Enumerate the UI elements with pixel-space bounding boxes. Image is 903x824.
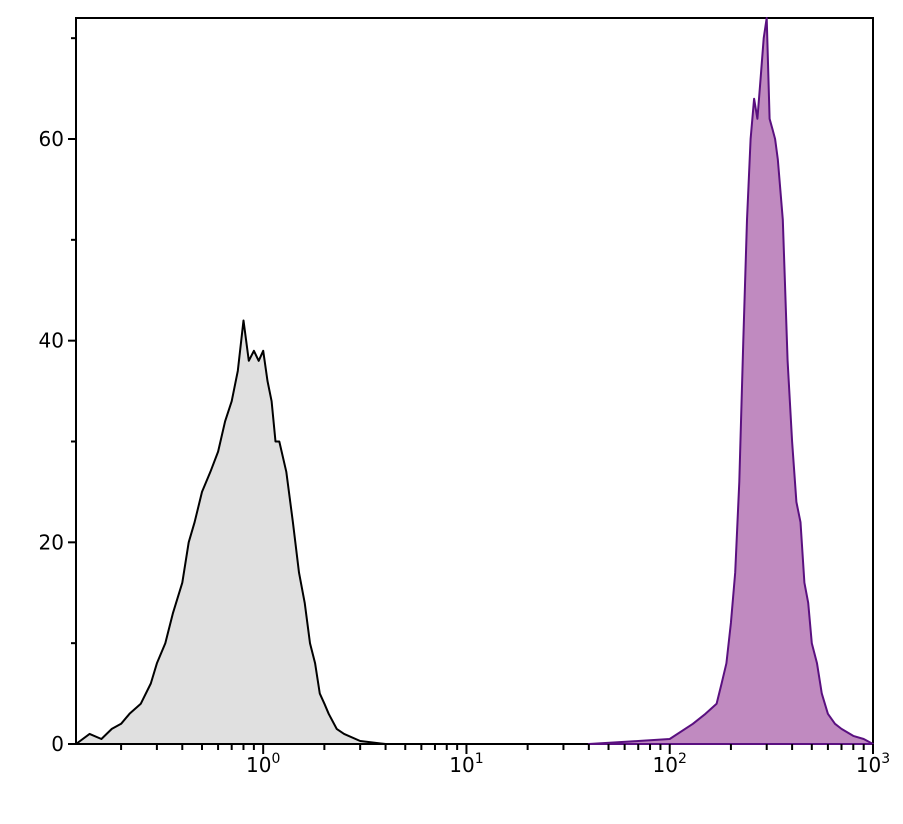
series-2-area (587, 17, 874, 745)
axis-layer: 0 20 40 60 100 101 102 103 (39, 37, 890, 777)
y-tick-label: 60 (39, 127, 64, 151)
x-tick-label: 103 (856, 751, 890, 777)
x-tick-label: 100 (246, 751, 280, 777)
y-tick-label: 0 (51, 732, 64, 756)
y-tick-label: 20 (39, 530, 64, 554)
series-1-area (75, 319, 387, 745)
x-tick-label: 101 (449, 751, 483, 777)
series-layer (75, 17, 874, 745)
y-tick-label: 40 (39, 329, 64, 353)
x-tick-label: 102 (653, 751, 687, 777)
plot-frame (75, 17, 874, 745)
